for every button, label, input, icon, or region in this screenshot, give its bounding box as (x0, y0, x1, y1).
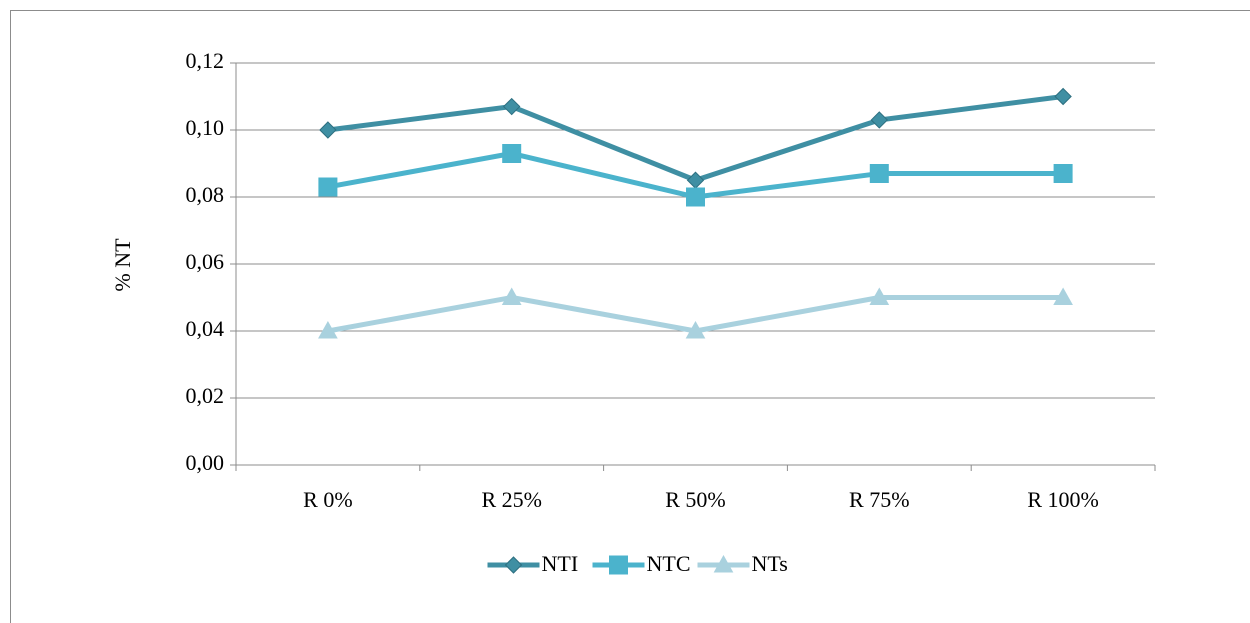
legend-label: NTI (542, 551, 579, 576)
y-tick-label: 0,12 (186, 48, 225, 73)
y-tick-label: 0,06 (186, 249, 225, 274)
y-tick-label: 0,10 (186, 115, 225, 140)
data-point (318, 320, 338, 339)
data-point (319, 121, 337, 139)
data-point (869, 287, 890, 305)
data-point (686, 187, 705, 207)
y-tick-label: 0,04 (186, 316, 225, 341)
y-tick-label: 0,08 (186, 182, 225, 207)
chart-frame (10, 10, 1250, 623)
data-point (1054, 87, 1072, 106)
data-point (501, 287, 522, 305)
legend-marker (713, 554, 734, 573)
x-tick-label: R 50% (665, 487, 726, 512)
data-point (686, 171, 705, 189)
data-point (870, 111, 889, 129)
legend-marker (504, 556, 523, 574)
data-point (685, 320, 706, 339)
data-point (502, 97, 521, 116)
y-axis-title: % NT (110, 238, 135, 292)
y-tick-label: 0,00 (186, 450, 225, 475)
legend-marker (609, 555, 628, 575)
y-tick-label: 0,02 (186, 383, 225, 408)
x-tick-label: R 75% (849, 487, 910, 512)
data-point (1053, 287, 1073, 305)
x-tick-label: R 25% (481, 487, 542, 512)
data-point (1053, 164, 1073, 184)
legend-label: NTs (752, 551, 788, 576)
data-point (502, 143, 522, 163)
data-point (318, 177, 338, 197)
x-tick-label: R 100% (1027, 487, 1099, 512)
x-tick-label: R 0% (303, 487, 353, 512)
data-point (869, 164, 889, 184)
legend-label: NTC (647, 551, 691, 576)
